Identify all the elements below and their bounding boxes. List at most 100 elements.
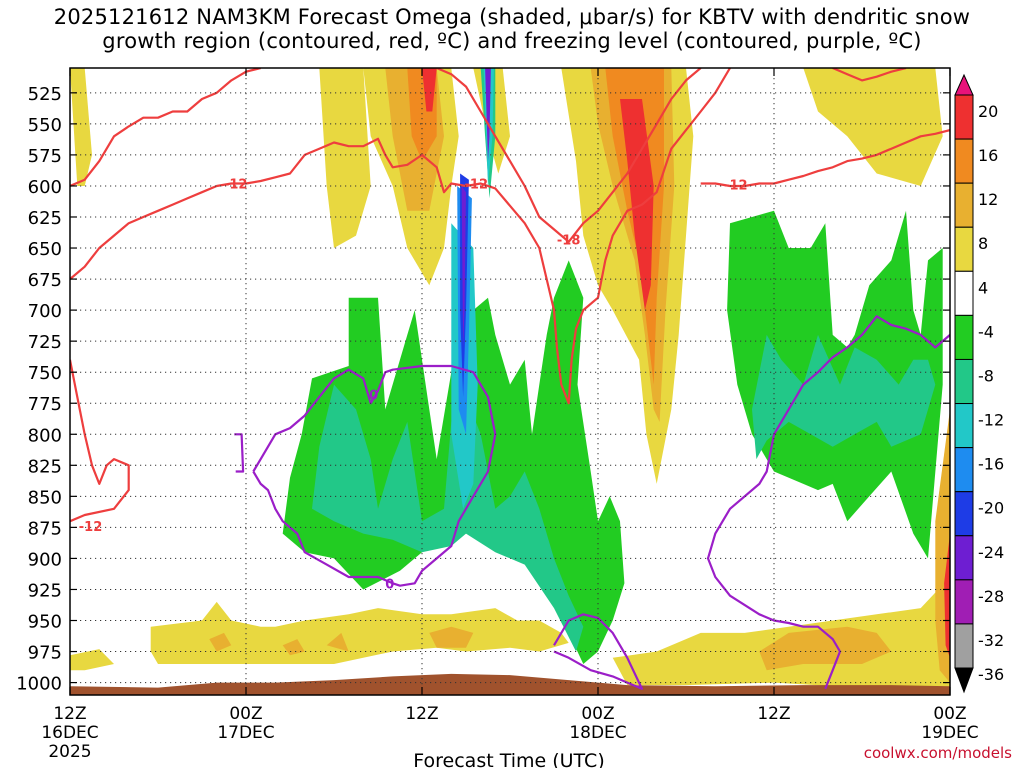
- colorbar-label--24: -24: [978, 543, 1004, 562]
- colorbar-label-4: 4: [978, 278, 988, 297]
- y-tick-label-825: 825: [28, 456, 62, 477]
- watermark: coolwx.com/models: [863, 744, 1012, 762]
- contour-dendritic-18: [436, 68, 702, 243]
- y-tick-label-550: 550: [28, 115, 62, 136]
- x-tick-label-0-0: 12Z: [53, 704, 86, 724]
- colorbar-bin-5: [954, 270, 974, 316]
- colorbar-bin-6: [954, 314, 974, 360]
- x-axis-title: Forecast Time (UTC): [413, 750, 604, 768]
- contour-freezing-0-bottom: [553, 613, 644, 690]
- contour-label-4: -12: [79, 520, 103, 535]
- colorbar-bin-1: [954, 94, 974, 140]
- omega-shade-25-level-8: [209, 632, 232, 652]
- y-tick-label-950: 950: [28, 612, 62, 633]
- contour-freezing-0-left: [234, 433, 245, 473]
- chart-title-line-1: 2025121612 NAM3KM Forecast Omega (shaded…: [53, 5, 971, 29]
- plot-frame: [69, 67, 951, 696]
- colorbar-cap-bottom: [954, 667, 974, 694]
- contour-dendritic-12-lower-left: [70, 359, 130, 523]
- y-tick-label-900: 900: [28, 549, 62, 570]
- x-tick-label-36-0: 00Z: [581, 704, 614, 724]
- x-tick-label-12-1: 17DEC: [217, 723, 274, 743]
- contour-dendritic-12-right: [700, 129, 950, 188]
- colorbar-label--20: -20: [978, 499, 1004, 518]
- colorbar-bin-4: [954, 226, 974, 272]
- omega-shade-26-level-8: [282, 639, 305, 656]
- contour-freezing-0-right: [706, 315, 950, 690]
- colorbar-label--12: -12: [978, 411, 1004, 430]
- colorbar-cap-top: [954, 73, 974, 96]
- contour-label-3: -12: [724, 179, 748, 194]
- colorbar-bin-3: [954, 182, 974, 228]
- colorbar-bin-11: [954, 535, 974, 581]
- y-tick-label-1000: 1000: [16, 674, 62, 695]
- y-tick-label-650: 650: [28, 239, 62, 260]
- omega-shade-10-level-16: [620, 99, 654, 311]
- x-tick-label-60-0: 00Z: [933, 704, 966, 724]
- y-tick-label-775: 775: [28, 394, 62, 415]
- x-tick-label-36-1: 18DEC: [569, 723, 626, 743]
- colorbar-bin-7: [954, 358, 974, 405]
- y-tick-label-600: 600: [28, 177, 62, 198]
- colorbar-label--8: -8: [978, 366, 994, 385]
- omega-shade-22-level--8: [752, 334, 936, 460]
- omega-shade-23-level-4: [70, 649, 114, 671]
- omega-shade-11-level-4: [803, 68, 943, 186]
- y-tick-label-575: 575: [28, 146, 62, 167]
- colorbar-bin-12: [954, 579, 974, 625]
- y-tick-label-675: 675: [28, 270, 62, 291]
- contour-dendritic-12-left-lower: [70, 68, 731, 405]
- colorbar-label--28: -28: [978, 587, 1004, 606]
- contour-label-0: -12: [224, 177, 248, 192]
- x-tick-label-0-1: 16DEC: [41, 723, 98, 743]
- y-tick-label-975: 975: [28, 643, 62, 664]
- omega-shade-5-level-16: [422, 68, 437, 112]
- colorbar-bin-9: [954, 447, 974, 493]
- colorbar-label-8: 8: [978, 234, 988, 253]
- colorbar-label--32: -32: [978, 631, 1004, 650]
- y-tick-label-525: 525: [28, 84, 62, 105]
- x-tick-label-0-2: 2025: [48, 742, 91, 762]
- y-tick-label-800: 800: [28, 425, 62, 446]
- colorbar-label--36: -36: [978, 665, 1004, 684]
- colorbar-bin-8: [954, 403, 974, 449]
- y-tick-label-925: 925: [28, 580, 62, 601]
- contour-dendritic-12-left-upper: [70, 68, 261, 188]
- y-tick-label-625: 625: [28, 208, 62, 229]
- omega-shade-1-level-4: [319, 68, 371, 248]
- x-tick-label-24-0: 12Z: [405, 704, 438, 724]
- omega-shade-27-level-8: [326, 632, 349, 652]
- colorbar-label-16: 16: [978, 146, 998, 165]
- contour-label-5: 0: [369, 389, 378, 404]
- contour-label-1: -12: [465, 177, 489, 192]
- contour-label-6: 0: [385, 577, 394, 592]
- y-tick-label-875: 875: [28, 518, 62, 539]
- colorbar-bin-13: [954, 623, 974, 669]
- omega-shade-20-level--24: [485, 68, 491, 162]
- omega-shade-0-level-4: [70, 68, 92, 186]
- x-tick-label-60-1: 19DEC: [921, 723, 978, 743]
- y-tick-label-725: 725: [28, 332, 62, 353]
- y-tick-label-750: 750: [28, 363, 62, 384]
- terrain-ground: [70, 673, 950, 695]
- colorbar-label-20: 20: [978, 102, 998, 121]
- chart-title-line-2: growth region (contoured, red, ºC) and f…: [102, 29, 922, 53]
- colorbar-label--4: -4: [978, 322, 994, 341]
- x-tick-label-48-0: 12Z: [757, 704, 790, 724]
- x-tick-label-12-0: 00Z: [229, 704, 262, 724]
- omega-shade-30-level-8: [759, 626, 892, 671]
- colorbar-label--16: -16: [978, 455, 1004, 474]
- contour-freezing-0-main: [252, 364, 497, 587]
- omega-shade-28-level-8: [429, 626, 474, 648]
- colorbar-bin-10: [954, 491, 974, 537]
- y-tick-label-700: 700: [28, 301, 62, 322]
- omega-shade-32-level-16: [944, 533, 950, 658]
- omega-shade-24-level-4: [150, 601, 569, 664]
- omega-shade-17-level--24: [461, 186, 466, 348]
- y-tick-label-850: 850: [28, 487, 62, 508]
- contour-dendritic-12-right-top: [832, 68, 907, 82]
- colorbar-label-12: 12: [978, 190, 998, 209]
- contour-label-2: -18: [557, 233, 581, 248]
- colorbar-bin-2: [954, 138, 974, 184]
